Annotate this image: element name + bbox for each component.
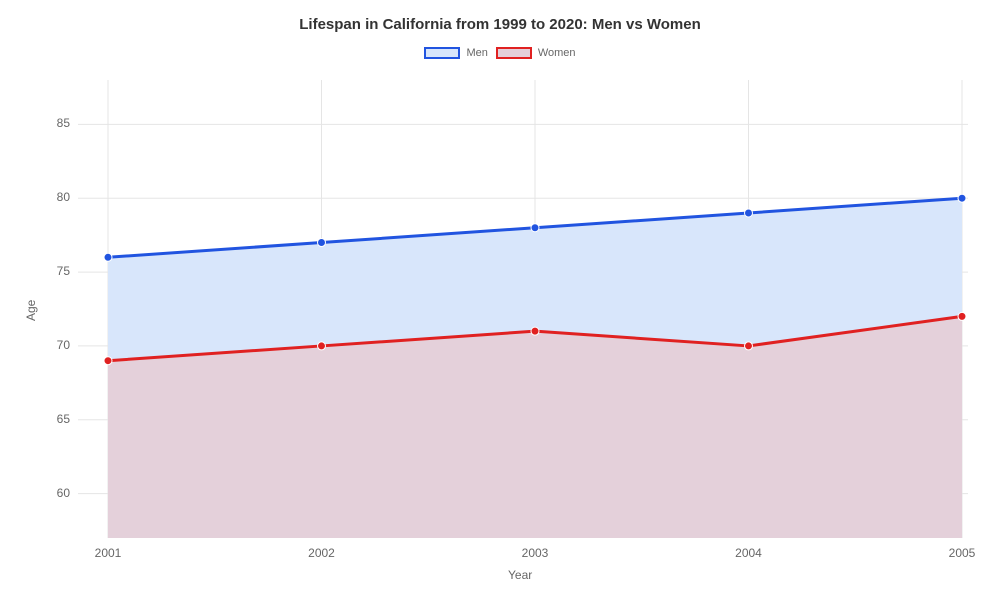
chart-container: Lifespan in California from 1999 to 2020… [0,0,1000,600]
legend: Men Women [0,47,1000,59]
y-tick-label: 85 [57,116,70,130]
legend-item-women[interactable]: Women [496,47,576,59]
y-tick-label: 60 [57,486,70,500]
legend-label-women: Women [538,47,576,59]
y-tick-label: 70 [57,338,70,352]
x-tick-label: 2003 [515,546,555,560]
legend-item-men[interactable]: Men [424,47,487,59]
x-axis-label: Year [508,568,532,582]
x-tick-label: 2004 [729,546,769,560]
y-tick-label: 75 [57,264,70,278]
x-tick-label: 2005 [942,546,982,560]
chart-svg [78,80,968,538]
plot-area [78,80,968,538]
y-tick-label: 80 [57,190,70,204]
legend-label-men: Men [466,47,487,59]
chart-title: Lifespan in California from 1999 to 2020… [0,0,1000,33]
y-tick-label: 65 [57,412,70,426]
legend-swatch-men [424,47,460,59]
legend-swatch-women [496,47,532,59]
x-tick-label: 2001 [88,546,128,560]
x-tick-label: 2002 [302,546,342,560]
y-axis-label: Age [24,300,38,321]
